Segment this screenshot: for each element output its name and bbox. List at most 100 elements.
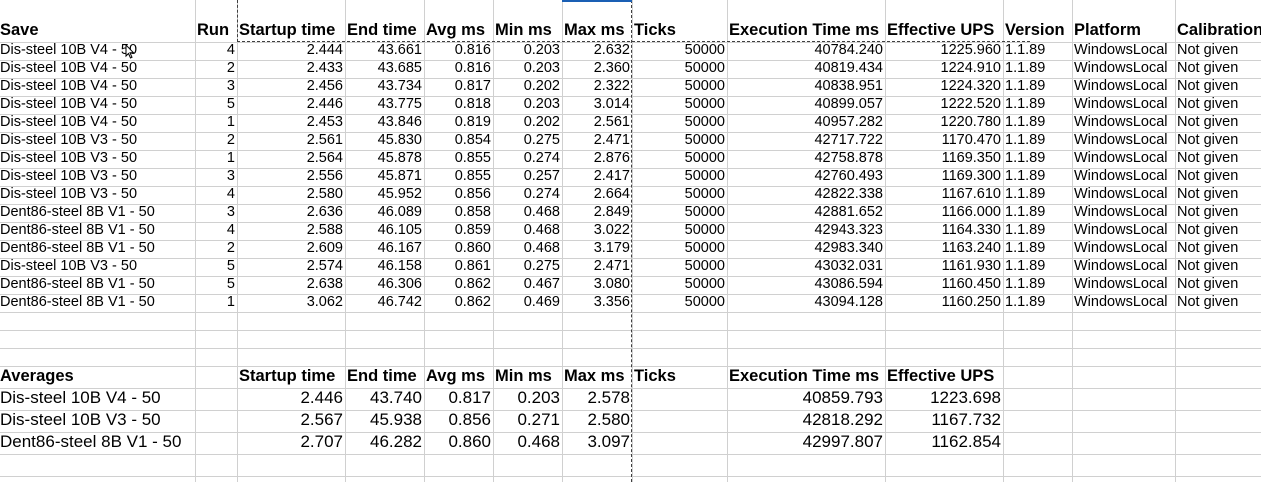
cell-startup[interactable]: 2.588 [306, 222, 343, 238]
cell-end[interactable]: 43.740 [370, 388, 422, 407]
cell-version[interactable]: 1.1.89 [1005, 78, 1046, 94]
cell-avg[interactable]: 0.818 [454, 96, 491, 112]
cell-exec[interactable]: 42818.292 [802, 410, 883, 429]
cell-avg[interactable]: 0.860 [454, 240, 491, 256]
cell-run[interactable]: 3 [226, 168, 235, 184]
cell-run[interactable]: 2 [226, 132, 235, 148]
cell-calibration[interactable]: Not given [1177, 132, 1239, 148]
cell-avg[interactable]: 0.858 [454, 204, 491, 220]
cell-startup[interactable]: 2.556 [306, 168, 343, 184]
header-cell-save[interactable]: Save [0, 21, 39, 39]
cell-save[interactable]: Dis-steel 10B V3 - 50 [0, 410, 161, 429]
cell-run[interactable]: 3 [226, 204, 235, 220]
cell-min[interactable]: 0.203 [523, 96, 560, 112]
cell-exec[interactable]: 40899.057 [814, 96, 883, 112]
cell-save[interactable]: Dent86-steel 8B V1 - 50 [0, 204, 155, 220]
cell-run[interactable]: 2 [226, 60, 235, 76]
cell-startup[interactable]: 3.062 [306, 294, 343, 310]
cell-min[interactable]: 0.468 [523, 240, 560, 256]
cell-ticks[interactable]: 50000 [684, 276, 725, 292]
header-cell-startup[interactable]: Startup time [239, 21, 336, 39]
cell-end[interactable]: 46.158 [377, 258, 422, 274]
cell-end[interactable]: 43.661 [377, 42, 422, 58]
cell-startup[interactable]: 2.561 [306, 132, 343, 148]
cell-calibration[interactable]: Not given [1177, 294, 1239, 310]
cell-avg[interactable]: 0.859 [454, 222, 491, 238]
cell-avg[interactable]: 0.816 [454, 42, 491, 58]
cell-ups[interactable]: 1167.610 [941, 186, 1001, 202]
cell-min[interactable]: 0.275 [523, 132, 560, 148]
cell-avg[interactable]: 0.856 [454, 186, 491, 202]
cell-save[interactable]: Dent86-steel 8B V1 - 50 [0, 222, 155, 238]
header-cell-platform[interactable]: Platform [1074, 21, 1141, 39]
cell-version[interactable]: 1.1.89 [1005, 96, 1046, 112]
header-cell-avg[interactable]: Avg ms [426, 21, 485, 39]
header-cell-end[interactable]: End time [347, 367, 417, 385]
cell-version[interactable]: 1.1.89 [1005, 222, 1046, 238]
cell-platform[interactable]: WindowsLocal [1074, 204, 1168, 220]
cell-avg[interactable]: 0.862 [454, 276, 491, 292]
cell-startup[interactable]: 2.567 [300, 410, 343, 429]
cell-end[interactable]: 46.306 [377, 276, 422, 292]
cell-end[interactable]: 46.282 [370, 432, 422, 451]
cell-save[interactable]: Dis-steel 10B V4 - 50 [0, 78, 138, 94]
cell-platform[interactable]: WindowsLocal [1074, 222, 1168, 238]
cell-ticks[interactable]: 50000 [684, 222, 725, 238]
cell-exec[interactable]: 40957.282 [814, 114, 883, 130]
cell-min[interactable]: 0.203 [517, 388, 560, 407]
cell-max[interactable]: 2.632 [593, 42, 630, 58]
cell-max[interactable]: 2.578 [587, 388, 630, 407]
cell-exec[interactable]: 42717.722 [814, 132, 883, 148]
cell-end[interactable]: 43.734 [377, 78, 422, 94]
header-cell-startup[interactable]: Startup time [239, 367, 336, 385]
cell-platform[interactable]: WindowsLocal [1074, 42, 1168, 58]
cell-end[interactable]: 45.871 [377, 168, 422, 184]
cell-startup[interactable]: 2.609 [306, 240, 343, 256]
cell-ticks[interactable]: 50000 [684, 168, 725, 184]
cell-save[interactable]: Dent86-steel 8B V1 - 50 [0, 294, 155, 310]
cell-startup[interactable]: 2.564 [306, 150, 343, 166]
cell-run[interactable]: 2 [226, 240, 235, 256]
cell-min[interactable]: 0.274 [523, 186, 560, 202]
cell-ups[interactable]: 1224.910 [940, 60, 1001, 76]
cell-ticks[interactable]: 50000 [684, 240, 725, 256]
cell-max[interactable]: 2.580 [587, 410, 630, 429]
cell-max[interactable]: 2.561 [593, 114, 630, 130]
cell-min[interactable]: 0.202 [523, 114, 560, 130]
cell-save[interactable]: Dis-steel 10B V4 - 50 [0, 60, 138, 76]
cell-save[interactable]: Dis-steel 10B V3 - 50 [0, 168, 138, 184]
cell-exec[interactable]: 43094.128 [814, 294, 883, 310]
cell-ups[interactable]: 1224.320 [940, 78, 1001, 94]
cell-ticks[interactable]: 50000 [684, 294, 725, 310]
cell-end[interactable]: 46.105 [377, 222, 422, 238]
cell-exec[interactable]: 42760.493 [814, 168, 883, 184]
cell-max[interactable]: 2.471 [593, 258, 630, 274]
cell-max[interactable]: 2.471 [593, 132, 630, 148]
cell-startup[interactable]: 2.453 [306, 114, 343, 130]
cell-exec[interactable]: 40859.793 [802, 388, 883, 407]
cell-ticks[interactable]: 50000 [684, 186, 725, 202]
cell-end[interactable]: 46.089 [377, 204, 422, 220]
cell-version[interactable]: 1.1.89 [1005, 294, 1046, 310]
cell-end[interactable]: 45.952 [377, 186, 422, 202]
cell-save[interactable]: Dent86-steel 8B V1 - 50 [0, 240, 155, 256]
cell-calibration[interactable]: Not given [1177, 168, 1239, 184]
cell-startup[interactable]: 2.638 [306, 276, 343, 292]
cell-end[interactable]: 45.830 [377, 132, 422, 148]
cell-min[interactable]: 0.468 [523, 222, 560, 238]
cell-run[interactable]: 4 [226, 42, 235, 58]
cell-min[interactable]: 0.274 [523, 150, 560, 166]
cell-save[interactable]: Dis-steel 10B V3 - 50 [0, 132, 138, 148]
cell-ups[interactable]: 1160.450 [941, 276, 1001, 292]
header-cell-ups[interactable]: Effective UPS [887, 21, 995, 39]
cell-ups[interactable]: 1223.698 [930, 388, 1001, 407]
cell-ticks[interactable]: 50000 [684, 132, 725, 148]
cell-version[interactable]: 1.1.89 [1005, 60, 1046, 76]
cell-max[interactable]: 2.664 [593, 186, 630, 202]
cell-ticks[interactable]: 50000 [684, 96, 725, 112]
cell-ups[interactable]: 1222.520 [940, 96, 1001, 112]
cell-calibration[interactable]: Not given [1177, 186, 1239, 202]
cell-platform[interactable]: WindowsLocal [1074, 114, 1168, 130]
cell-avg[interactable]: 0.855 [454, 150, 491, 166]
